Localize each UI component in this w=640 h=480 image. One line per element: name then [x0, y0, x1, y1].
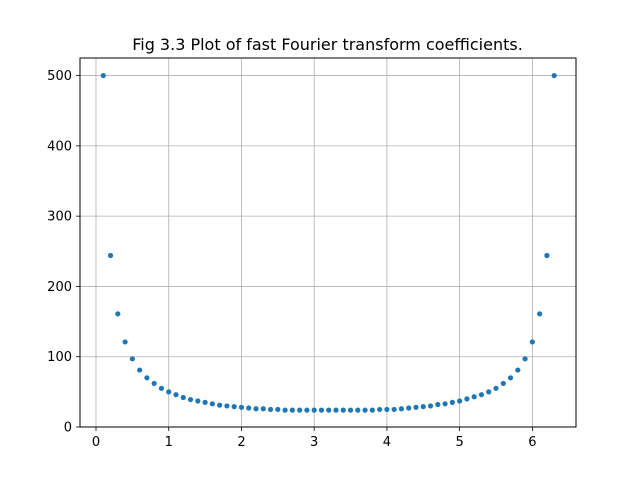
data-point — [515, 367, 521, 373]
data-point — [471, 394, 477, 400]
x-tick-label: 2 — [237, 435, 245, 450]
chart-title: Fig 3.3 Plot of fast Fourier transform c… — [132, 35, 523, 54]
data-point — [267, 406, 274, 413]
data-point — [275, 406, 281, 413]
data-point — [449, 399, 455, 405]
data-point — [377, 406, 383, 413]
data-point — [529, 339, 535, 345]
data-point — [507, 375, 514, 381]
data-point — [238, 404, 245, 410]
data-point — [107, 252, 114, 259]
data-point — [486, 389, 492, 395]
data-point — [253, 406, 259, 412]
data-point — [551, 72, 557, 79]
data-point — [224, 403, 230, 409]
data-point — [282, 407, 288, 413]
data-point — [435, 401, 441, 408]
data-point — [544, 252, 550, 259]
data-point — [151, 380, 157, 387]
data-point — [173, 392, 179, 398]
data-point — [493, 385, 499, 391]
data-point — [340, 407, 346, 413]
data-point — [231, 404, 237, 410]
y-tick-label: 300 — [47, 210, 72, 225]
data-point — [500, 380, 506, 387]
x-tick-label: 0 — [92, 435, 100, 450]
data-point — [129, 356, 135, 362]
data-point — [347, 407, 354, 413]
x-axis: 0 1 2 3 4 5 6 — [92, 427, 537, 450]
y-axis: 0 100 200 300 400 500 — [47, 69, 80, 436]
data-point — [427, 403, 434, 409]
data-point — [122, 339, 128, 345]
data-point — [209, 401, 215, 407]
data-point — [158, 385, 165, 391]
data-point — [202, 399, 208, 405]
data-point — [391, 406, 397, 413]
data-point — [457, 398, 463, 404]
data-point — [137, 367, 143, 373]
data-point — [166, 389, 172, 395]
data-point — [478, 392, 485, 398]
data-point — [260, 406, 266, 412]
x-tick-label: 5 — [455, 435, 463, 450]
x-tick-label: 1 — [165, 435, 173, 450]
data-point — [100, 72, 106, 79]
data-point — [289, 407, 295, 413]
y-tick-label: 400 — [47, 139, 72, 154]
y-tick-label: 200 — [47, 280, 72, 295]
data-point — [115, 311, 121, 317]
data-point — [369, 407, 375, 413]
data-point — [311, 407, 317, 413]
data-points — [100, 72, 557, 413]
data-point — [464, 396, 470, 402]
data-point — [442, 401, 448, 407]
y-tick-label: 0 — [64, 421, 72, 436]
data-point — [333, 407, 339, 413]
data-point — [406, 405, 412, 411]
data-point — [246, 405, 252, 411]
x-tick-label: 6 — [528, 435, 536, 450]
data-point — [326, 407, 332, 413]
data-point — [297, 407, 303, 413]
data-point — [187, 396, 194, 403]
x-tick-label: 3 — [310, 435, 318, 450]
data-point — [180, 394, 186, 401]
plot-frame — [79, 57, 577, 428]
y-tick-label: 500 — [47, 69, 72, 84]
y-tick-label: 100 — [47, 350, 72, 365]
data-point — [384, 406, 390, 413]
data-point — [195, 398, 201, 404]
data-point — [318, 407, 325, 413]
x-tick-label: 4 — [383, 435, 391, 450]
data-point — [413, 404, 419, 410]
data-point — [420, 404, 426, 410]
data-point — [362, 407, 368, 413]
data-point — [217, 402, 223, 408]
data-point — [537, 311, 543, 317]
data-point — [522, 356, 528, 362]
data-point — [144, 375, 150, 381]
data-point — [355, 407, 361, 413]
data-point — [398, 406, 405, 412]
data-point — [304, 407, 310, 413]
